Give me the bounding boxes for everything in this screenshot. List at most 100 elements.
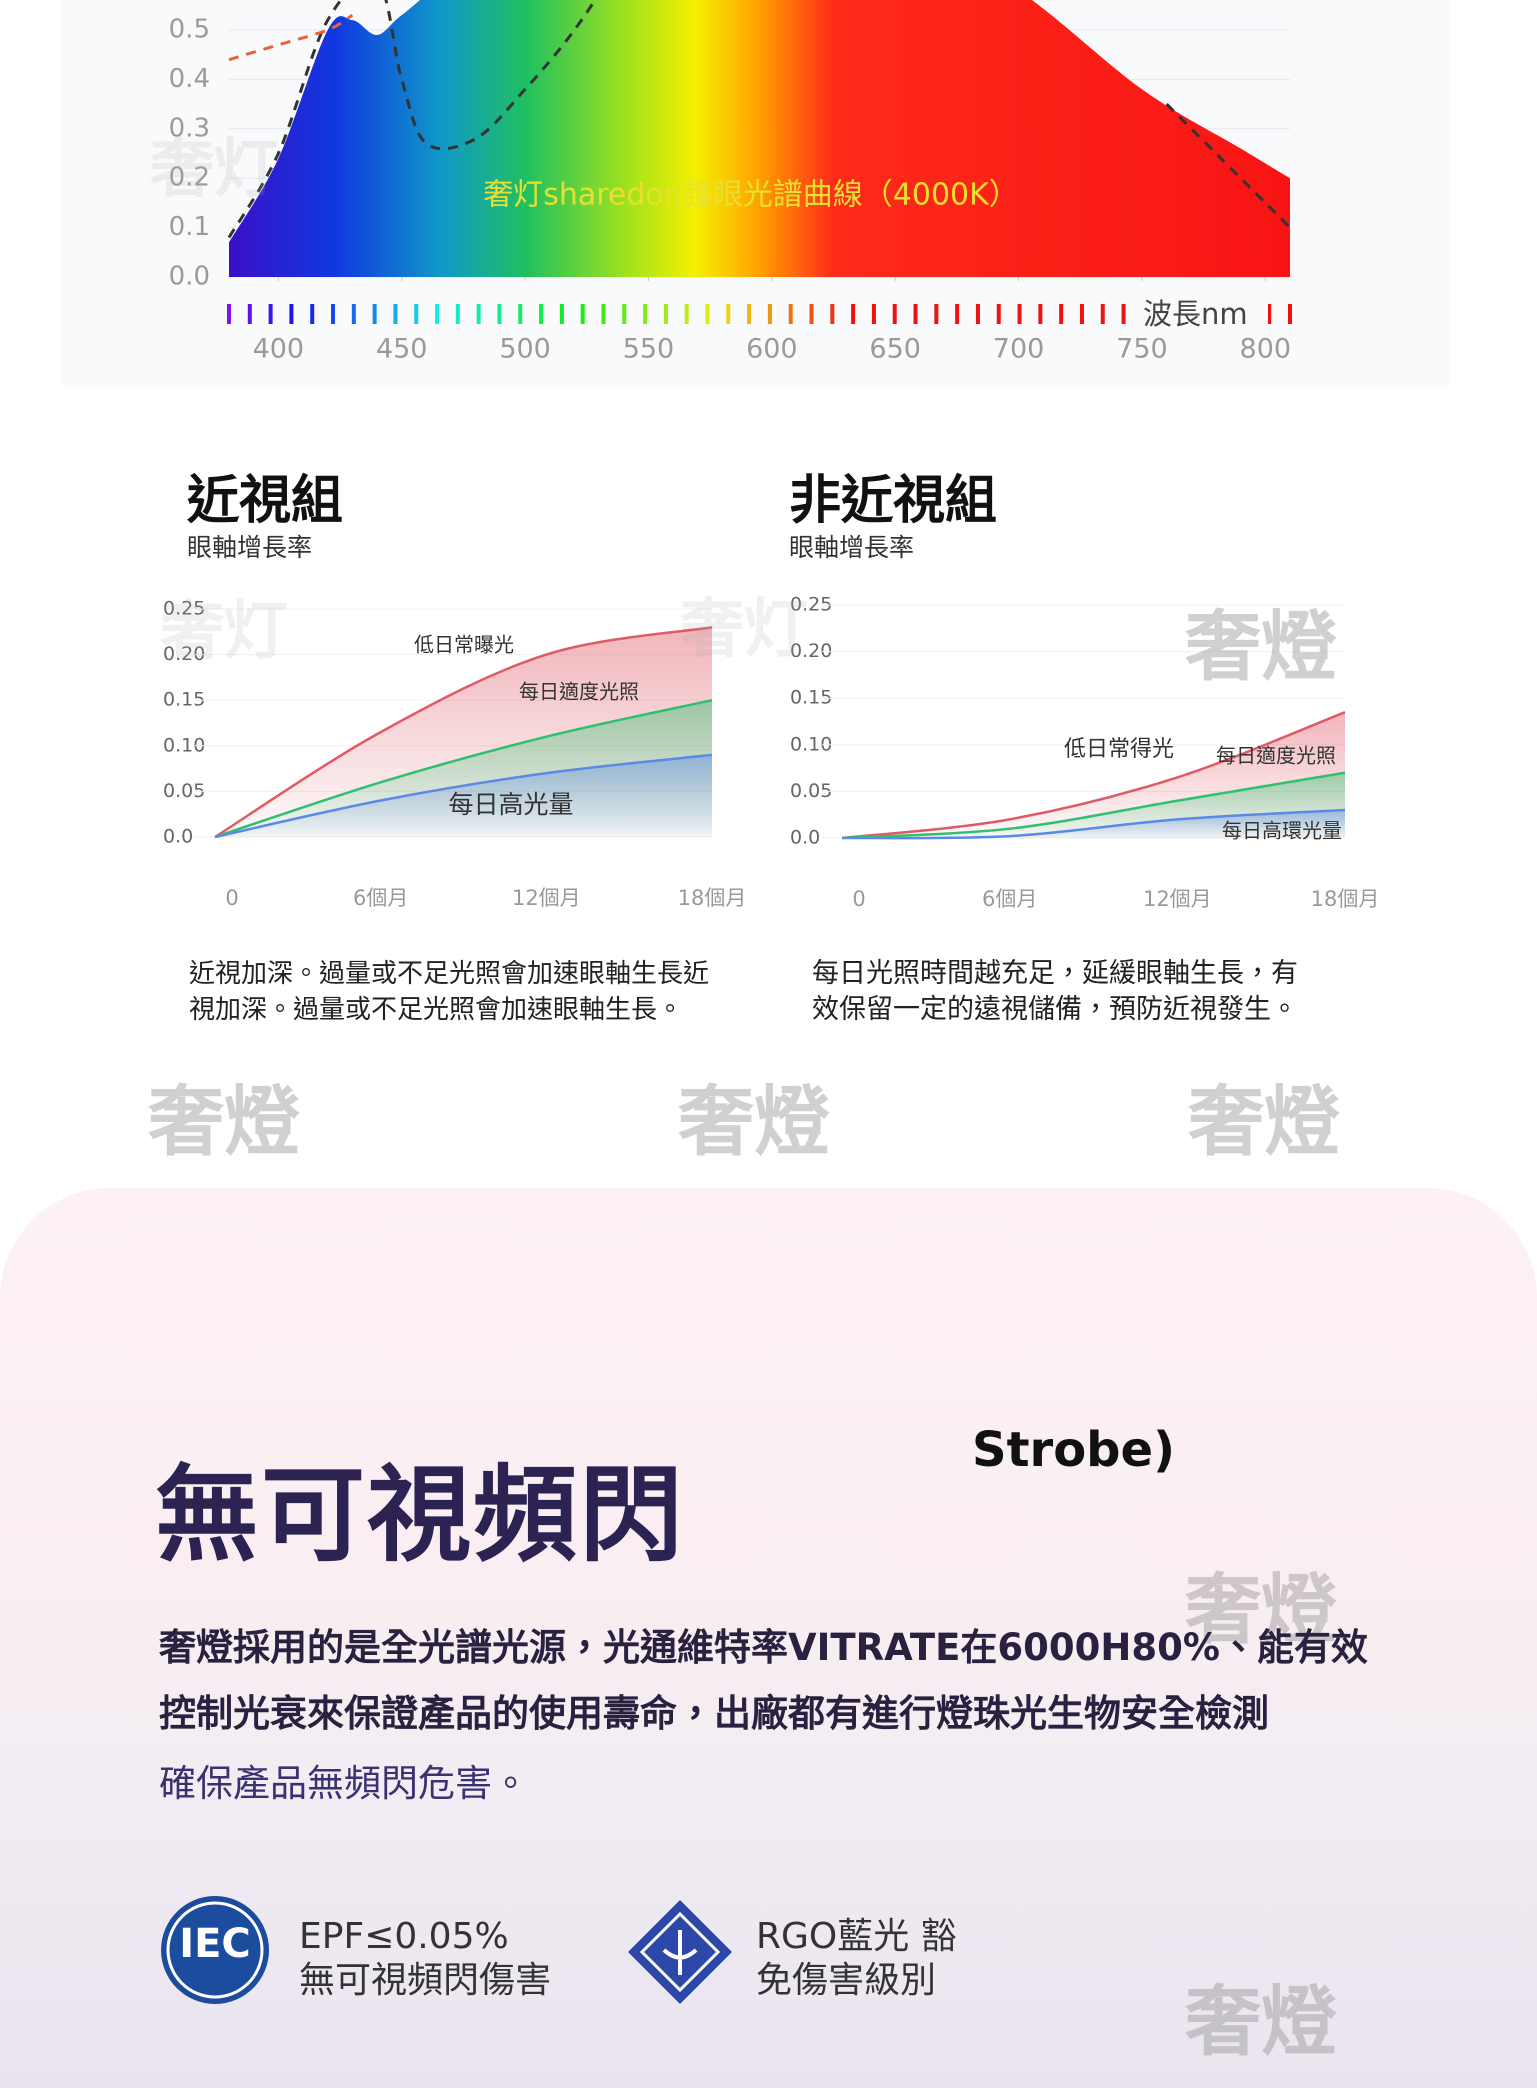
series-line [841,771,1346,840]
wavelength-bar [601,304,606,324]
y-tick-label: 0.25 [163,598,205,620]
y-tick-label: 0.2 [169,163,210,193]
x-tick-label: 6個月 [353,886,408,910]
y-tick-label: 0.15 [790,687,832,709]
x-tick-label: 750 [1116,334,1168,365]
series-line [214,753,713,839]
wavelength-bar [372,304,377,324]
reference-line [227,0,597,239]
wavelength-bar [913,304,918,324]
spectrum-area [229,0,1290,277]
wavelength-bar [892,304,897,324]
spectrum-title: 奢灯sharedon護眼光譜曲線（4000K） [483,178,1019,213]
series-area [215,754,712,837]
section-note: Strobe) [972,1422,1176,1478]
y-tick-label: 0.0 [790,827,820,849]
series-label: 每日高環光量 [1222,819,1342,843]
body-line: 控制光衰來保證產品的使用壽命，出廠都有進行燈珠光生物安全檢測 [159,1692,1269,1735]
x-tick-label: 500 [499,334,551,365]
wavelength-bar [331,304,336,324]
wavelength-bar [1038,304,1043,324]
wavelength-bar [1267,304,1272,324]
x-tick-label: 600 [746,334,798,365]
wavelength-bar [955,304,960,324]
series-label: 每日適度光照 [519,680,639,704]
y-tick-label: 0.05 [163,780,205,802]
y-tick-label: 0.0 [163,826,193,848]
series-line [841,808,1346,840]
x-tick-label: 18個月 [678,886,747,910]
wavelength-bar [559,304,564,324]
wavelength-bar [767,304,772,324]
x-tick-label: 12個月 [1143,887,1212,911]
section-body: 奢燈採用的是全光譜光源，光通維特率VITRATE在6000H80%、能有效 控制… [159,1615,1368,1807]
series-line [841,711,1346,840]
y-tick-label: 0.4 [169,64,210,94]
wavelength-bar [518,304,523,324]
watermark: 奢灯 [680,593,808,667]
wavelength-bar [809,304,814,324]
y-tick-label: 0.10 [163,734,205,756]
wavelength-bar [726,304,731,324]
y-tick-label: 0.05 [790,780,832,802]
wavelength-bar [435,304,440,324]
wavelength-bar [1100,304,1105,324]
x-tick-label: 12個月 [512,886,581,910]
wavelength-bar [1121,304,1126,324]
badge: EPF≤0.05% 無可視頻閃傷害 [299,1915,551,2003]
y-tick-label: 0.25 [790,594,832,616]
wavelength-bar [1288,304,1292,324]
watermark: 奢燈 [1185,1977,1337,2066]
wavelength-bar [663,304,668,324]
x-tick-label: 550 [623,334,675,365]
wavelength-bar [310,304,315,324]
y-tick-label: 0.15 [163,689,205,711]
x-tick-label: 18個月 [1311,887,1380,911]
watermark: 奢燈 [1185,602,1337,691]
wavelength-bar [871,304,876,324]
reference-line [228,13,354,62]
wavelength-bar [414,304,419,324]
series-line [214,626,713,839]
x-tick-label: 0 [852,887,865,911]
wavelength-bar [393,304,398,324]
y-tick-label: 0.20 [163,643,205,665]
watermark: 奢燈 [678,1077,830,1166]
series-label: 低日常曝光 [414,633,514,657]
x-axis-label: 波長nm [1143,297,1248,331]
wavelength-bar [851,304,856,324]
panel-description: 近視加深。過量或不足光照會加速眼軸生長近視加深。過量或不足光照會加速眼軸生長。 [189,959,710,1025]
panel-title: 非近視組 [789,471,998,531]
watermark: 奢灯 [160,595,288,669]
y-tick-label: 0.0 [169,262,210,292]
wavelength-bar [247,304,252,324]
wavelength-bar [455,304,460,324]
wavelength-bar [996,304,1001,324]
x-tick-label: 400 [253,334,305,365]
wavelength-bar [476,304,481,324]
wavelength-bar [747,304,752,324]
plot [227,0,1292,277]
x-tick-label: 6個月 [982,887,1037,911]
body-line: 確保產品無頻閃危害。 [159,1762,529,1805]
series-label: 每日適度光照 [1216,744,1336,768]
wavelength-bar [1017,304,1022,324]
wavelength-bar [227,304,231,324]
panel-title: 近視組 [187,471,344,531]
body-line: 奢燈採用的是全光譜光源，光通維特率VITRATE在6000H80%、能有效 [159,1626,1368,1669]
section-title: 無可視頻閃 [155,1454,686,1576]
x-tick-label: 450 [376,334,428,365]
series-label: 每日高光量 [448,790,573,819]
watermark: 奢燈 [1185,1565,1337,1654]
y-tick-label: 0.10 [790,733,832,755]
watermark: 奢灯 [150,133,278,207]
wavelength-bar [975,304,980,324]
badge-line: EPF≤0.05% [299,1916,509,1957]
watermark: 奢燈 [1188,1077,1340,1166]
y-tick-label: 0.3 [169,113,210,143]
badge-line: 無可視頻閃傷害 [299,1960,552,2001]
series-line [214,698,713,839]
wavelength-bar [643,304,648,324]
x-tick-label: 800 [1240,334,1292,365]
